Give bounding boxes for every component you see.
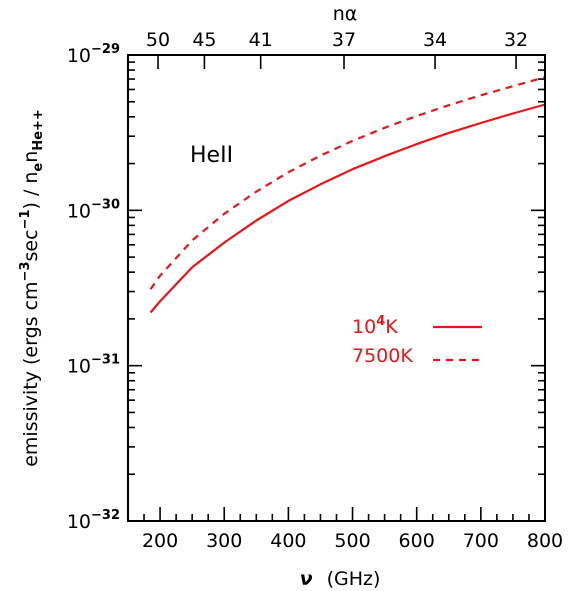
y-label-sub1: e (31, 163, 46, 172)
y-tick-label-exp-2: −30 (91, 197, 120, 212)
y-label-prefix: emissivity (ergs cm (20, 281, 42, 466)
y-tick-label-exp-3: −29 (91, 42, 120, 57)
series-layer (149, 76, 546, 314)
legend: 104K 7500K (352, 314, 482, 367)
y-label-exp1: −3 (18, 262, 33, 282)
x-tick-label-700: 700 (463, 530, 499, 552)
legend-label-7500k: 7500K (352, 345, 413, 367)
series-line-1 (149, 76, 546, 290)
x-axis-unit: (GHz) (327, 568, 381, 590)
top-tick-label-34: 34 (423, 29, 447, 51)
y-tick-label-base-2: 10 (67, 200, 91, 222)
x-tick-label-500: 500 (334, 530, 370, 552)
legend-1-base: 10 (352, 316, 376, 338)
x-tick-label-200: 200 (142, 530, 178, 552)
y-tick-label-base-0: 10 (67, 511, 91, 533)
x-axis-symbol: ν (300, 568, 313, 590)
species-annotation: HeII (190, 143, 233, 168)
y-label-exp2: −1 (18, 210, 33, 230)
top-tick-label-41: 41 (249, 29, 273, 51)
y-tick-label-base-3: 10 (67, 45, 91, 67)
y-tick-label-3: 10−29 (67, 42, 120, 67)
y-axis-label: emissivity (ergs cm−3sec−1) / nenHe++ (18, 109, 46, 467)
plot-frame (127, 54, 546, 522)
top-tick-label-50: 50 (146, 29, 170, 51)
legend-1-unit: K (385, 316, 398, 338)
y-tick-label-2: 10−30 (67, 197, 120, 222)
x-tick-label-600: 600 (399, 530, 435, 552)
x-tick-label-400: 400 (270, 530, 306, 552)
y-label-mid: sec (20, 229, 42, 261)
y-label-n2: n (20, 151, 42, 163)
legend-1-exp: 4 (376, 314, 385, 329)
tick-layer (127, 54, 546, 522)
legend-2-base: 7500 (352, 345, 400, 367)
y-label-sub2: He++ (31, 109, 46, 150)
y-tick-label-base-1: 10 (67, 356, 91, 378)
y-tick-label-0: 10−32 (67, 508, 120, 533)
top-tick-label-45: 45 (192, 29, 216, 51)
y-tick-label-exp-1: −31 (91, 353, 120, 368)
top-axis-label: nα (333, 3, 358, 25)
y-tick-label-exp-0: −32 (91, 508, 120, 523)
y-tick-label-1: 10−31 (67, 353, 120, 378)
x-tick-label-300: 300 (206, 530, 242, 552)
x-axis-label: ν (GHz) (300, 568, 381, 590)
top-tick-label-37: 37 (332, 29, 356, 51)
series-line-0 (149, 103, 546, 314)
y-label-suffix: ) / n (20, 172, 42, 210)
top-tick-label-32: 32 (504, 29, 528, 51)
legend-label-1e4k: 104K (352, 314, 398, 338)
legend-2-unit: K (400, 345, 413, 367)
x-tick-label-800: 800 (527, 530, 563, 552)
label-layer: 200 300 400 500 600 700 80010−3210−3110−3010−2… (67, 29, 563, 552)
